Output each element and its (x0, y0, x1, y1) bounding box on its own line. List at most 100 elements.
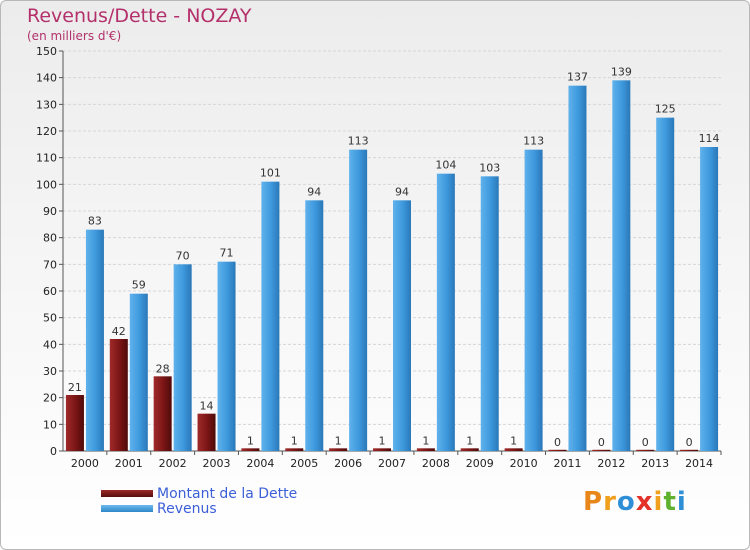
data-label-debt-2000: 21 (68, 381, 82, 394)
bar-debt-2010 (504, 448, 523, 451)
data-label-revenue-2011: 137 (567, 71, 588, 84)
bar-revenue-2011 (568, 85, 587, 452)
bar-debt-2002 (153, 376, 172, 451)
data-label-revenue-2000: 83 (88, 215, 102, 228)
x-tick-label: 2002 (159, 457, 187, 470)
bar-revenue-2003 (217, 261, 236, 451)
logo-letter: t (663, 487, 677, 517)
data-label-revenue-2009: 103 (479, 161, 500, 174)
bar-debt-2009 (460, 448, 479, 451)
y-tick-label: 20 (43, 392, 57, 405)
bar-debt-2014 (680, 449, 699, 451)
data-label-debt-2009: 1 (466, 434, 473, 447)
legend-swatch-debt (101, 490, 153, 497)
bar-revenue-2002 (173, 264, 192, 451)
x-tick-label: 2010 (510, 457, 538, 470)
data-label-debt-2010: 1 (510, 434, 517, 447)
data-label-debt-2006: 1 (335, 434, 342, 447)
data-label-debt-2005: 1 (291, 434, 298, 447)
bar-revenue-2006 (349, 149, 368, 451)
logo-letter: x (635, 487, 654, 517)
bar-revenue-2010 (524, 149, 543, 451)
x-tick-label: 2014 (685, 457, 713, 470)
x-tick-label: 2004 (246, 457, 274, 470)
value-labels: 2183425928701471110119411131941104110311… (68, 65, 720, 448)
data-label-debt-2014: 0 (686, 436, 693, 449)
data-label-debt-2007: 1 (379, 434, 386, 447)
logo-letter: i (676, 487, 687, 517)
x-tick-label: 2012 (597, 457, 625, 470)
y-tick-label: 0 (50, 445, 57, 458)
data-label-debt-2008: 1 (422, 434, 429, 447)
data-label-revenue-2007: 94 (395, 185, 409, 198)
x-tick-label: 2013 (641, 457, 669, 470)
bar-revenue-2008 (436, 173, 455, 451)
x-tick-label: 2003 (203, 457, 231, 470)
bar-revenue-2012 (612, 80, 631, 451)
data-label-revenue-2004: 101 (260, 167, 281, 180)
data-label-revenue-2005: 94 (307, 185, 321, 198)
x-tick-label: 2001 (115, 457, 143, 470)
y-tick-label: 120 (36, 125, 57, 138)
bar-revenue-2009 (480, 176, 499, 452)
y-tick-label: 50 (43, 312, 57, 325)
data-label-revenue-2013: 125 (655, 103, 676, 116)
y-tick-label: 100 (36, 178, 57, 191)
x-tick-label: 2006 (334, 457, 362, 470)
data-label-revenue-2012: 139 (611, 65, 632, 78)
y-tick-label: 130 (36, 98, 57, 111)
bar-revenue-2001 (129, 293, 148, 451)
data-label-debt-2011: 0 (554, 436, 561, 449)
data-label-debt-2001: 42 (112, 325, 126, 338)
chart-subtitle: (en milliers d'€) (27, 29, 122, 43)
bar-revenue-2013 (656, 117, 675, 452)
legend-label-revenue: Revenus (157, 501, 217, 517)
x-tick-label: 2007 (378, 457, 406, 470)
data-label-debt-2004: 1 (247, 434, 254, 447)
bar-revenue-2005 (305, 200, 324, 451)
bar-revenue-2004 (261, 181, 280, 451)
y-tick-label: 90 (43, 205, 57, 218)
bar-debt-2004 (241, 448, 260, 451)
x-tick-label: 2008 (422, 457, 450, 470)
y-tick-label: 60 (43, 285, 57, 298)
data-label-revenue-2002: 70 (176, 249, 190, 262)
bar-debt-2008 (416, 448, 435, 451)
data-label-debt-2003: 14 (200, 400, 214, 413)
data-label-debt-2012: 0 (598, 436, 605, 449)
axes: 0102030405060708090100110120130140150200… (36, 45, 722, 470)
logo-letter: P (583, 487, 604, 517)
x-tick-label: 2009 (466, 457, 494, 470)
bar-debt-2003 (197, 413, 216, 451)
bar-debt-2013 (636, 449, 655, 451)
logo-letter: r (603, 487, 617, 517)
y-tick-label: 10 (43, 418, 57, 431)
chart-title: Revenus/Dette - NOZAY (27, 5, 252, 27)
y-tick-label: 70 (43, 258, 57, 271)
bar-revenue-2007 (393, 200, 411, 451)
y-tick-label: 80 (43, 232, 57, 245)
y-tick-label: 140 (36, 72, 57, 85)
x-tick-label: 2005 (290, 457, 318, 470)
x-tick-label: 2011 (553, 457, 581, 470)
y-tick-label: 150 (36, 45, 57, 58)
legend-label-debt: Montant de la Dette (157, 486, 298, 502)
y-tick-label: 110 (36, 152, 57, 165)
bar-debt-2012 (592, 449, 611, 451)
data-label-revenue-2001: 59 (132, 279, 146, 292)
bar-revenue-2014 (700, 147, 719, 451)
bar-debt-2011 (548, 449, 567, 451)
data-label-revenue-2003: 71 (220, 247, 234, 260)
bar-debt-2005 (285, 448, 304, 451)
data-label-debt-2013: 0 (642, 436, 649, 449)
bar-debt-2007 (373, 448, 391, 451)
data-label-debt-2002: 28 (156, 362, 170, 375)
data-label-revenue-2006: 113 (348, 135, 369, 148)
bars (65, 80, 719, 452)
logo-letter: i (653, 487, 664, 517)
y-tick-label: 30 (43, 365, 57, 378)
data-label-revenue-2014: 114 (699, 132, 720, 145)
legend-swatch-revenue (101, 505, 153, 512)
